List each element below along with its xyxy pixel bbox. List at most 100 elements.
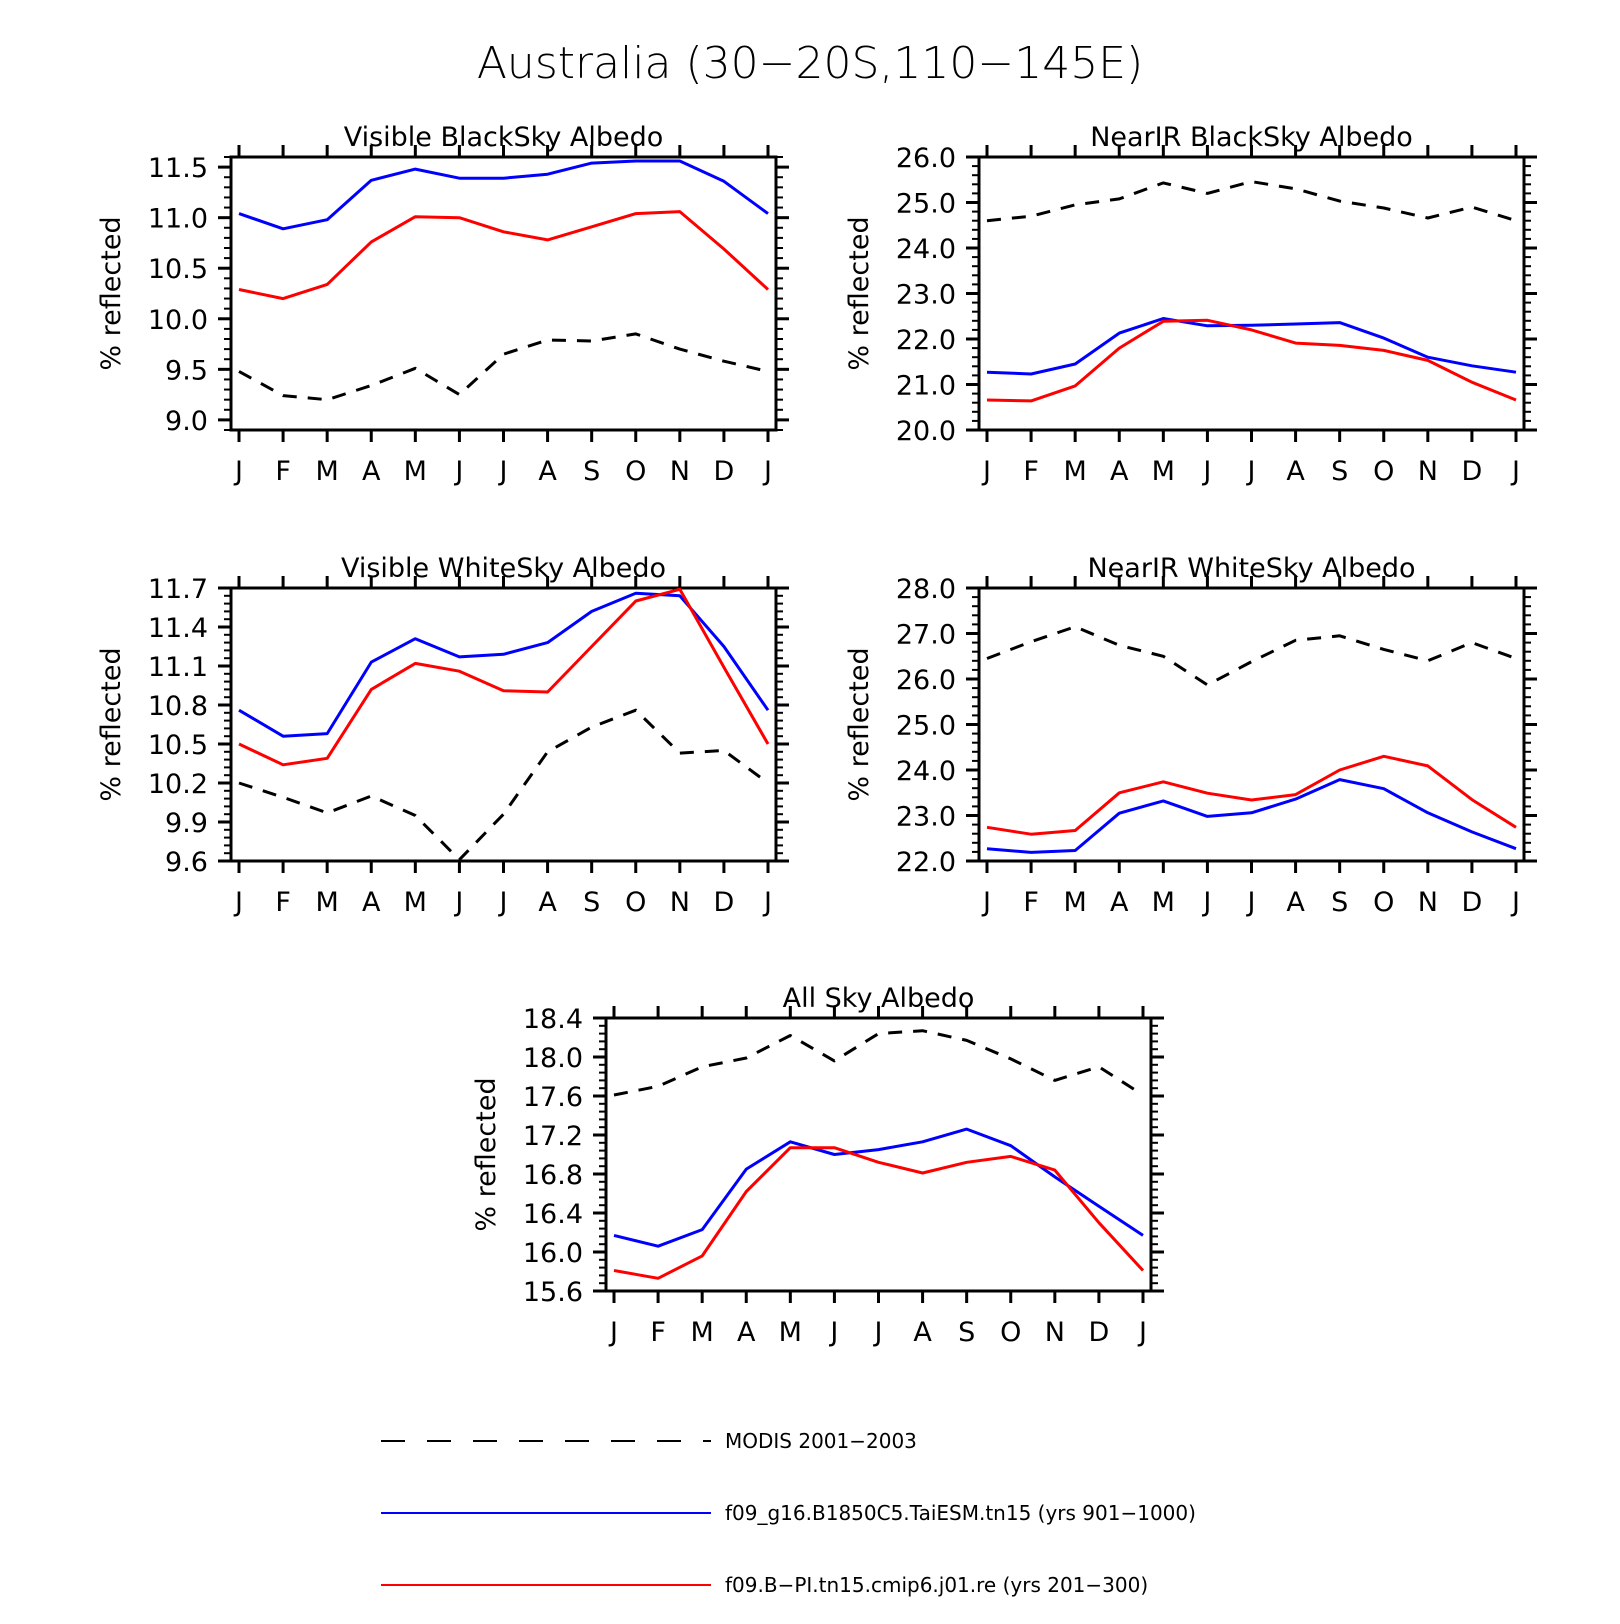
- series-line-taiesm: [986, 317, 1517, 376]
- y-tick-label: 24.0: [896, 234, 956, 265]
- x-tick-label: S: [583, 887, 600, 918]
- x-tick-label: N: [670, 456, 690, 487]
- y-axis-label: % reflected: [471, 1077, 502, 1231]
- x-tick-label: M: [1064, 887, 1087, 918]
- legend-item-cmip6: f09.B−PI.tn15.cmip6.j01.re (yrs 201−300): [381, 1573, 1148, 1597]
- series-line-cmip6: [238, 210, 770, 301]
- x-tick-label: J: [498, 456, 508, 487]
- y-tick-label: 24.0: [896, 756, 956, 787]
- y-tick-label: 10.2: [148, 769, 208, 800]
- x-tick-label: F: [1023, 887, 1039, 918]
- x-tick-label: M: [691, 1317, 714, 1348]
- y-tick-label: 17.2: [523, 1121, 583, 1152]
- x-tick-label: S: [958, 1317, 975, 1348]
- x-tick-label: O: [625, 456, 646, 487]
- x-tick-label: J: [453, 887, 463, 918]
- figure-title: Australia (30−20S,110−145E): [477, 38, 1143, 89]
- plot-frame: [977, 155, 1526, 432]
- x-tick-label: D: [1462, 456, 1483, 487]
- y-axis-label: % reflected: [844, 216, 875, 370]
- x-tick-label: N: [1418, 887, 1438, 918]
- y-tick-label: 15.6: [523, 1277, 583, 1308]
- x-tick-label: J: [233, 887, 243, 918]
- x-tick-label: S: [1331, 456, 1348, 487]
- x-tick-label: N: [1045, 1317, 1065, 1348]
- y-tick-label: 16.4: [523, 1199, 583, 1230]
- x-tick-label: O: [1000, 1317, 1021, 1348]
- y-axis-label: % reflected: [844, 647, 875, 801]
- x-tick-label: F: [275, 887, 291, 918]
- series-line-modis: [986, 625, 1517, 687]
- x-tick-label: J: [1510, 456, 1520, 487]
- y-tick-label: 16.0: [523, 1238, 583, 1269]
- y-tick-label: 9.0: [165, 406, 208, 437]
- x-tick-label: A: [1110, 887, 1129, 918]
- series-line-modis: [238, 332, 769, 402]
- y-tick-label: 11.7: [148, 574, 208, 605]
- x-tick-label: J: [762, 456, 772, 487]
- x-tick-label: A: [1286, 887, 1305, 918]
- plot-frame: [229, 155, 778, 432]
- y-tick-label: 10.8: [148, 691, 208, 722]
- legend: MODIS 2001−2003 f09_g16.B1850C5.TaiESM.tn…: [381, 1429, 1196, 1597]
- y-tick-label: 18.0: [523, 1043, 583, 1074]
- x-tick-label: A: [538, 456, 557, 487]
- x-tick-label: J: [1246, 456, 1256, 487]
- x-tick-label: F: [650, 1317, 666, 1348]
- series-line-modis: [986, 180, 1517, 223]
- y-tick-label: 22.0: [896, 847, 956, 878]
- x-tick-label: N: [670, 887, 690, 918]
- legend-item-modis: MODIS 2001−2003: [381, 1429, 917, 1453]
- series-line-modis: [613, 1029, 1144, 1097]
- y-axis-label: % reflected: [96, 216, 127, 370]
- x-tick-label: J: [762, 887, 772, 918]
- y-tick-label: 26.0: [896, 665, 956, 696]
- x-tick-label: O: [1373, 887, 1394, 918]
- series-line-cmip6: [986, 318, 1517, 403]
- x-tick-label: M: [1064, 456, 1087, 487]
- y-tick-label: 11.5: [148, 153, 208, 184]
- y-tick-label: 25.0: [896, 189, 956, 220]
- x-tick-label: A: [362, 456, 381, 487]
- legend-label: f09_g16.B1850C5.TaiESM.tn15 (yrs 901−100…: [725, 1501, 1196, 1525]
- y-axis-label: % reflected: [96, 647, 127, 801]
- y-tick-label: 10.5: [148, 254, 208, 285]
- series-line-taiesm: [238, 591, 770, 738]
- x-tick-label: J: [873, 1317, 883, 1348]
- x-tick-label: J: [1201, 887, 1211, 918]
- plot-frame: [229, 586, 778, 863]
- y-tick-label: 20.0: [896, 416, 956, 447]
- x-tick-label: A: [538, 887, 557, 918]
- y-tick-label: 27.0: [896, 620, 956, 651]
- series-line-taiesm: [238, 159, 769, 231]
- x-tick-label: O: [1373, 456, 1394, 487]
- x-tick-label: J: [498, 887, 508, 918]
- y-tick-label: 9.9: [165, 808, 208, 839]
- x-tick-label: A: [1286, 456, 1305, 487]
- y-tick-label: 18.4: [523, 1004, 583, 1035]
- y-tick-label: 10.5: [148, 730, 208, 761]
- series-line-cmip6: [613, 1146, 1145, 1280]
- legend-label: f09.B−PI.tn15.cmip6.j01.re (yrs 201−300): [725, 1573, 1148, 1597]
- x-tick-label: J: [608, 1317, 618, 1348]
- x-tick-label: A: [913, 1317, 932, 1348]
- x-tick-label: N: [1418, 456, 1438, 487]
- x-tick-label: S: [583, 456, 600, 487]
- x-tick-label: J: [981, 887, 991, 918]
- x-tick-label: M: [404, 456, 427, 487]
- y-tick-label: 10.0: [148, 305, 208, 336]
- x-tick-label: J: [453, 456, 463, 487]
- x-tick-label: M: [316, 887, 339, 918]
- x-tick-label: S: [1331, 887, 1348, 918]
- x-tick-label: M: [404, 887, 427, 918]
- x-tick-label: A: [737, 1317, 756, 1348]
- y-tick-label: 11.4: [148, 613, 208, 644]
- x-tick-label: J: [233, 456, 243, 487]
